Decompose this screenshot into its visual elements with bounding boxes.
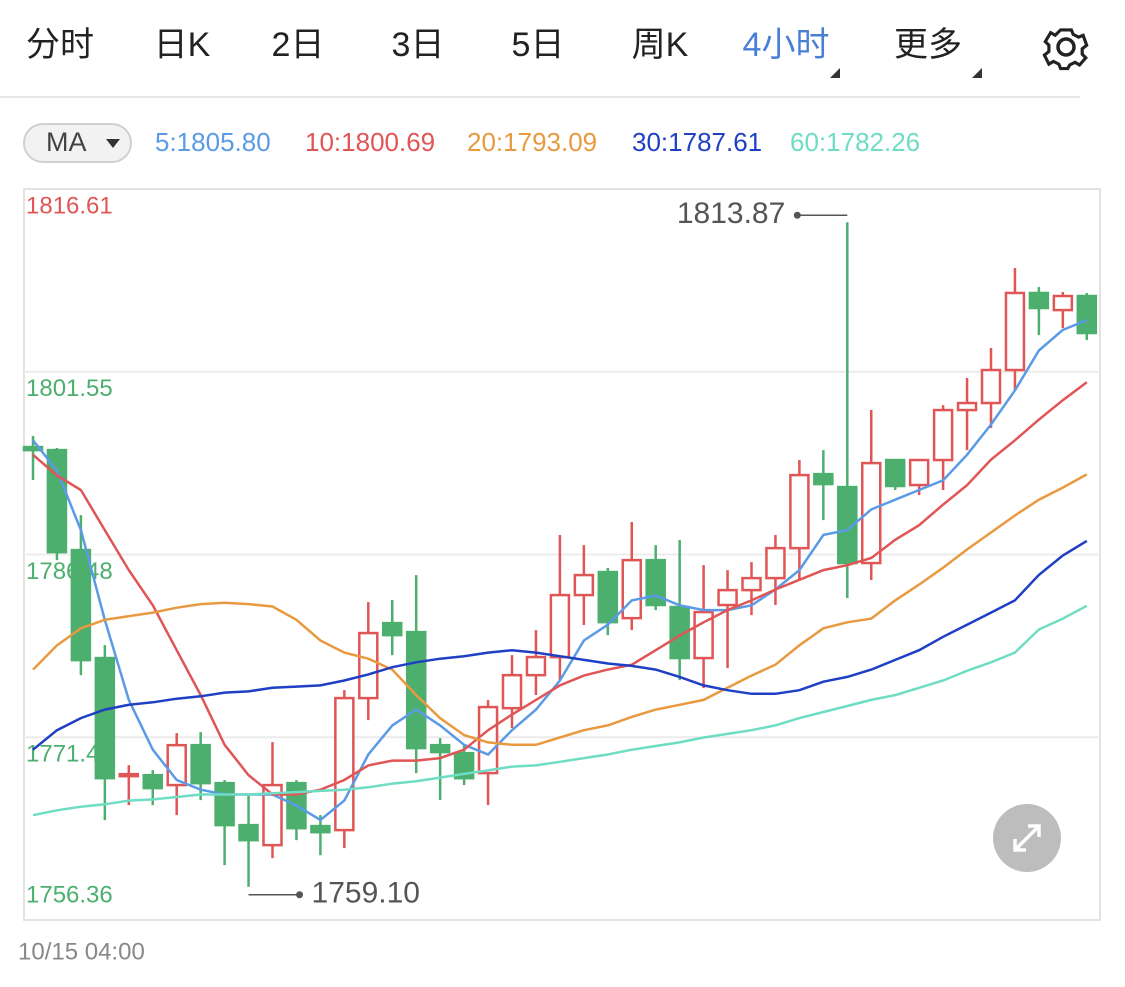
candle-body <box>597 570 619 624</box>
y-tick-label: 1816.61 <box>26 192 113 219</box>
candle-body <box>382 621 403 637</box>
candle-body <box>310 824 331 834</box>
candle-body <box>46 448 68 554</box>
candle-body <box>334 696 355 832</box>
candle-body <box>837 485 858 565</box>
candle-body <box>741 576 762 592</box>
expand-arrows <box>1013 824 1041 852</box>
candle-body <box>429 743 451 754</box>
max-dot <box>793 211 801 219</box>
expand-button[interactable] <box>993 804 1061 872</box>
candle-body <box>956 401 978 412</box>
ma-line <box>32 381 1088 796</box>
y-tick-label: 1801.55 <box>26 375 113 402</box>
candle-body <box>190 743 211 785</box>
dropdown-corner <box>972 68 982 78</box>
tab[interactable]: 3日 <box>392 26 445 64</box>
settings-icon[interactable] <box>1042 28 1089 71</box>
indicator-arrow <box>106 139 120 148</box>
ma-line <box>32 473 1088 747</box>
candle-body <box>238 823 259 842</box>
candle-body <box>549 593 571 659</box>
y-tick-label: 1786.48 <box>26 558 113 585</box>
candle-body <box>453 751 475 780</box>
tab[interactable]: 2日 <box>272 26 325 64</box>
max-label: 1813.87 <box>677 197 785 230</box>
candle-body <box>1052 294 1074 312</box>
candle-body <box>908 458 930 487</box>
candle-body <box>262 783 283 847</box>
legend-entry: 5:1805.80 <box>155 127 271 157</box>
tab[interactable]: 4小时 <box>743 26 830 64</box>
candle-body <box>142 773 163 790</box>
y-tick-label: 1756.36 <box>26 881 113 908</box>
candle-body <box>501 673 523 710</box>
candle-body <box>214 781 235 827</box>
candle-body <box>70 548 92 662</box>
candle-body <box>94 656 116 780</box>
candle-body <box>813 472 834 486</box>
tab[interactable]: 更多 <box>894 26 962 64</box>
candle-body <box>358 631 379 700</box>
candle-body <box>621 558 642 620</box>
gear-hub <box>1056 37 1076 57</box>
candle-body <box>980 368 1002 405</box>
candle-body <box>1004 291 1026 372</box>
candle-body <box>1076 294 1098 335</box>
candle-body <box>669 605 690 660</box>
indicator-pill[interactable] <box>23 123 132 163</box>
legend-entry: 60:1782.26 <box>790 127 920 157</box>
tab[interactable]: 分时 <box>26 26 94 64</box>
candle-body <box>789 473 810 550</box>
candle-body <box>932 408 954 462</box>
candle-body <box>884 458 906 488</box>
tab[interactable]: 周K <box>632 26 689 64</box>
dropdown-corner <box>830 68 840 78</box>
ma-line <box>32 319 1088 822</box>
candle-body <box>573 573 595 597</box>
min-label: 1759.10 <box>312 877 420 910</box>
candle-body <box>525 655 547 677</box>
candle-body <box>22 445 44 452</box>
candle-body <box>717 588 738 607</box>
ma-line <box>32 539 1088 751</box>
tab[interactable]: 日K <box>154 26 211 64</box>
candle-body <box>118 772 140 778</box>
min-dot <box>296 891 304 899</box>
candle-body <box>861 461 882 565</box>
ma-line <box>32 604 1088 817</box>
legend-entry: 20:1793.09 <box>467 127 597 157</box>
tab[interactable]: 5日 <box>512 26 565 64</box>
candle-body <box>765 546 786 580</box>
candle-body <box>645 558 666 607</box>
legend-entry: 10:1800.69 <box>305 127 435 157</box>
gear-outline <box>1042 28 1089 71</box>
candle-body <box>1028 291 1050 310</box>
indicator-label: MA <box>46 127 87 157</box>
x-tick-label: 10/15 04:00 <box>18 938 145 965</box>
legend-entry: 30:1787.61 <box>632 127 762 157</box>
